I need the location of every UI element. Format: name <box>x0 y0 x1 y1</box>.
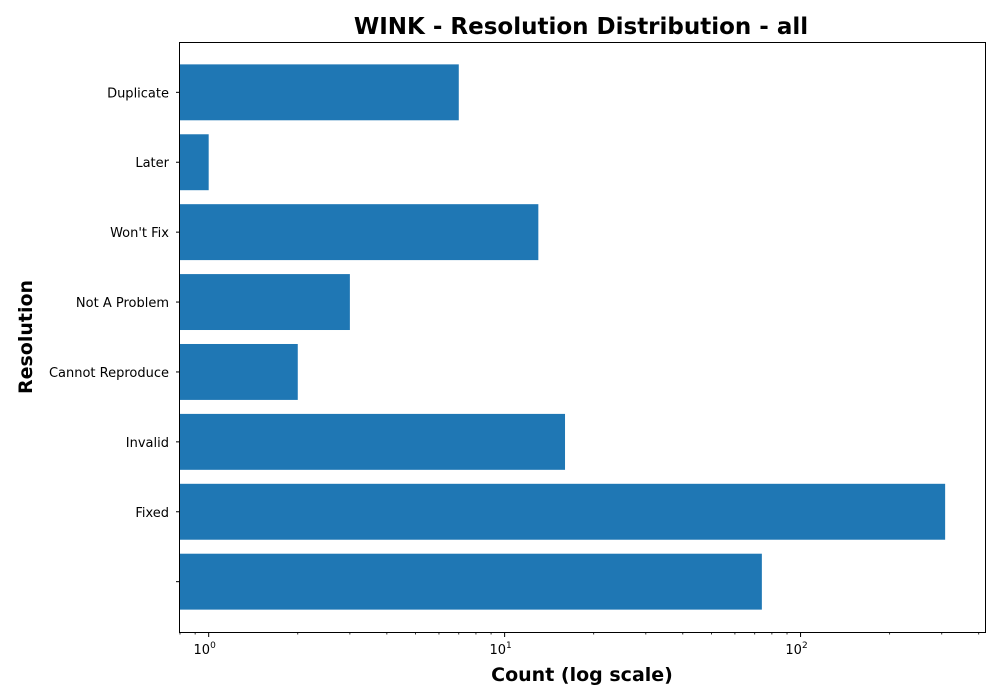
bars <box>180 64 946 610</box>
bar <box>180 413 566 470</box>
y-tick-label: Duplicate <box>107 86 169 101</box>
bar <box>180 204 539 261</box>
plot-frame <box>179 42 986 633</box>
bar <box>180 64 459 121</box>
bar <box>180 343 298 400</box>
x-tick-label: 101 <box>489 641 511 658</box>
y-axis-label: Resolution <box>15 280 37 394</box>
x-axis-label: Count (log scale) <box>491 664 673 686</box>
chart-title: WINK - Resolution Distribution - all <box>354 14 808 40</box>
y-axis-ticks: Fixed Invalid Cannot Reproduce Not A Proble… <box>49 86 180 583</box>
y-tick-label: Later <box>135 156 169 171</box>
x-tick-label: 100 <box>194 641 217 658</box>
y-tick-label: Cannot Reproduce <box>49 366 169 381</box>
bar <box>180 134 209 191</box>
y-tick-label: Invalid <box>126 436 169 451</box>
bar <box>180 483 946 540</box>
x-axis-ticks: 100 101 102 <box>179 632 980 658</box>
y-tick-label: Fixed <box>135 506 169 521</box>
y-tick-label: Not A Problem <box>76 296 169 311</box>
bar <box>180 274 350 331</box>
x-tick-label: 102 <box>785 641 807 658</box>
y-tick-label: Won't Fix <box>110 226 169 241</box>
bar <box>180 553 762 610</box>
